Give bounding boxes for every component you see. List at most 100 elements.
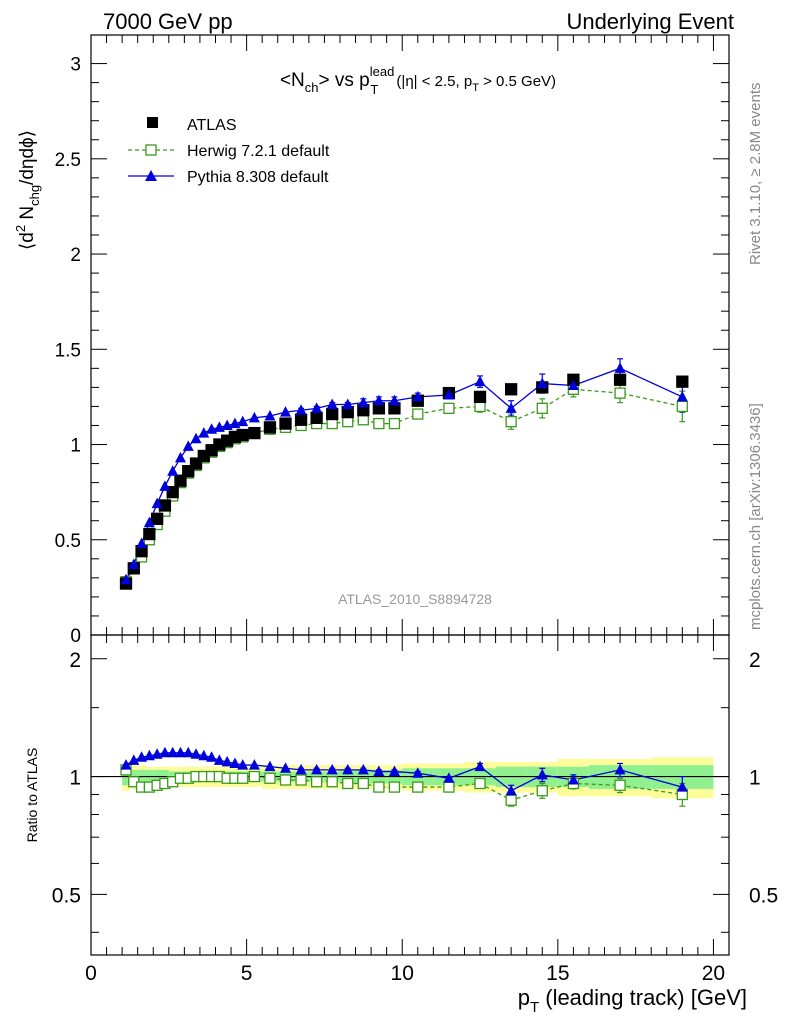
pythia-ratio-point <box>280 762 292 773</box>
pythia-ratio-point <box>357 763 369 775</box>
mcplots-label: mcplots.cern.ch [arXiv:1306.3436] <box>747 403 764 630</box>
pythia-point <box>237 415 249 427</box>
main-y-tick-label-zero: 0 <box>70 626 81 647</box>
atlas-point <box>279 417 292 430</box>
pythia-ratio-point <box>474 760 486 772</box>
pythia-ratio-point <box>342 763 354 775</box>
main-plot-title: <Nch> vs plead T (|η| < 2.5, pT > 0.5 GeV… <box>280 64 556 97</box>
ratio-y-tick-label-right: 2 <box>749 649 761 672</box>
pythia-ratio-point <box>229 757 241 768</box>
herwig-point <box>443 402 455 414</box>
pythia-point <box>120 573 132 585</box>
herwig-ratio-point <box>443 781 455 793</box>
herwig-ratio-point <box>248 770 261 783</box>
pythia-point <box>174 451 186 463</box>
pythia-ratio-point <box>136 751 148 762</box>
pythia-ratio-point <box>264 760 276 772</box>
pythia-point <box>280 406 292 417</box>
herwig-ratio-point <box>295 774 307 786</box>
pythia-point <box>143 516 155 528</box>
atlas-point <box>248 426 261 440</box>
pythia-ratio-point <box>213 754 225 765</box>
herwig-point <box>614 387 626 399</box>
main-y-tick-label: 0.5 <box>55 531 81 552</box>
pythia-point <box>505 402 517 413</box>
header-right: Underlying Event <box>566 9 734 34</box>
atlas-point <box>236 428 249 442</box>
pythia-point <box>190 432 202 444</box>
pythia-point <box>388 394 400 406</box>
main-y-tick-label: 2.5 <box>55 150 81 171</box>
atlas-point <box>174 474 187 487</box>
herwig-ratio-point <box>474 777 486 790</box>
pythia-ratio-point <box>505 784 517 796</box>
atlas-point <box>263 421 277 434</box>
x-axis-label: pT (leading track) [GeV] <box>518 985 747 1016</box>
x-tick-label: 15 <box>546 962 569 985</box>
herwig-ratio-point <box>536 785 548 797</box>
pythia-point <box>357 396 369 408</box>
herwig-ratio-point <box>388 781 401 793</box>
atlas-point <box>294 413 308 426</box>
pythia-point <box>676 390 688 402</box>
atlas-point <box>310 411 323 425</box>
pythia-ratio-point <box>237 759 249 770</box>
herwig-point <box>373 417 385 430</box>
pythia-point <box>159 480 171 491</box>
pythia-ratio-point <box>326 763 338 775</box>
herwig-ratio-point <box>279 774 292 786</box>
x-tick-label: 20 <box>702 962 725 985</box>
legend-label-atlas: ATLAS <box>187 117 237 134</box>
pythia-ratio-point <box>536 768 548 780</box>
pythia-point <box>198 427 210 438</box>
ratio-y-tick-label: 0.5 <box>52 884 81 907</box>
pythia-ratio-point <box>311 763 323 775</box>
legend-marker-atlas <box>147 117 158 128</box>
header-left: 7000 GeV pp <box>103 9 233 34</box>
pythia-line <box>125 367 683 581</box>
pythia-point <box>128 558 140 570</box>
herwig-ratio-point <box>357 777 369 790</box>
pythia-point <box>443 389 455 400</box>
pythia-ratio-point <box>182 746 194 758</box>
atlas-point <box>182 465 195 478</box>
ratio-y-tick-label-right: 0.5 <box>749 884 778 907</box>
herwig-ratio-point <box>614 779 626 791</box>
legend: ATLAS Herwig 7.2.1 default Pythia 8.308 … <box>128 117 330 186</box>
pythia-ratio-point <box>198 749 210 761</box>
pythia-point <box>474 375 486 387</box>
atlas-point <box>326 407 339 421</box>
pythia-ratio-point <box>443 772 455 783</box>
pythia-ratio-point <box>221 755 233 767</box>
pythia-point <box>311 402 323 413</box>
legend-marker-herwig <box>145 144 157 156</box>
legend-marker-pythia <box>145 170 157 181</box>
pythia-ratio-point <box>174 746 186 758</box>
pythia-point <box>567 379 579 390</box>
pythia-point <box>264 409 276 421</box>
herwig-point <box>388 417 401 430</box>
x-tick-label: 10 <box>391 962 414 985</box>
pythia-point <box>614 362 626 373</box>
x-tick-label: 0 <box>85 962 97 985</box>
main-y-tick-label: 1 <box>70 436 81 457</box>
herwig-point <box>536 402 548 414</box>
legend-label-herwig: Herwig 7.2.1 default <box>187 143 330 160</box>
pythia-ratio-point <box>190 748 202 759</box>
pythia-ratio-point <box>143 749 155 761</box>
rivet-label: Rivet 3.1.10, ≥ 2.8M events <box>747 83 764 266</box>
pythia-point <box>536 377 548 389</box>
pythia-ratio-point <box>151 748 163 759</box>
main-y-tick-label: 2 <box>70 245 81 266</box>
pythia-ratio-point <box>248 759 260 770</box>
pythia-point <box>326 398 338 410</box>
pythia-point <box>342 398 354 410</box>
atlas-point <box>150 512 164 525</box>
atlas-point <box>473 390 487 404</box>
pythia-ratio-point <box>412 767 424 778</box>
herwig-ratio-point <box>264 772 276 784</box>
herwig-ratio-point <box>310 776 323 788</box>
atlas-point <box>166 485 179 499</box>
atlas-point <box>143 527 156 541</box>
pythia-point <box>136 537 148 549</box>
